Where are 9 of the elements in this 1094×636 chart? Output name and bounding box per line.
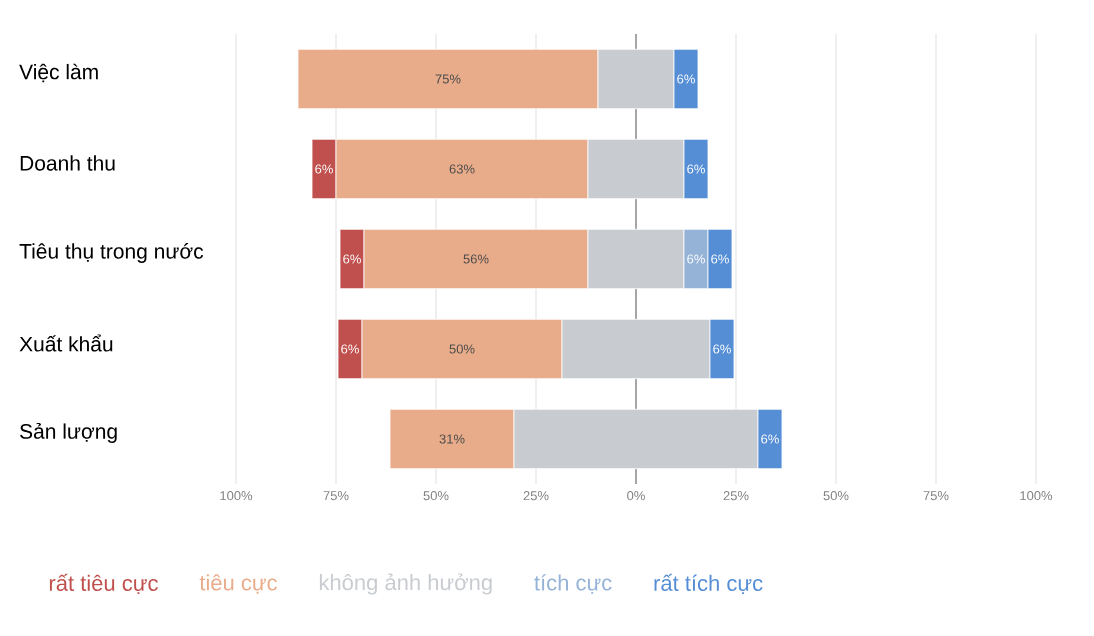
text: tích cực [534, 574, 612, 594]
y-tick-label: Việc làm [19, 63, 98, 83]
y-tick-label: Xuất khẩu [19, 334, 113, 352]
y-tick-label: Tiêu thụ trong nước [19, 243, 204, 263]
y-tick-label: Doanh thu [20, 155, 115, 171]
text: rất tích cực [654, 573, 763, 595]
text: rất tiêu cực [49, 573, 158, 595]
text: tiêu cực [199, 574, 277, 594]
y-tick-label: Sản lượng [20, 423, 117, 443]
